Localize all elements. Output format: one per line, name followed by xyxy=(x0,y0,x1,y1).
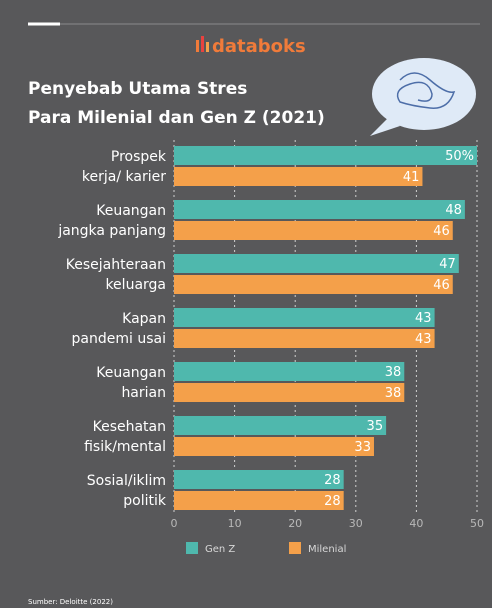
bar xyxy=(174,383,404,402)
value-label: 46 xyxy=(433,224,450,239)
category-label: jangka panjang xyxy=(57,223,166,239)
x-tick-label: 40 xyxy=(409,517,423,530)
category-label: Kapan xyxy=(122,311,166,327)
value-label: 46 xyxy=(433,278,450,293)
category-label: pandemi usai xyxy=(72,331,166,347)
category-label: Keuangan xyxy=(96,365,166,381)
bar xyxy=(174,362,404,381)
category-label: fisik/mental xyxy=(84,439,166,455)
category-label: Sosial/iklim xyxy=(87,473,166,489)
x-tick-label: 30 xyxy=(349,517,363,530)
bar xyxy=(174,200,465,219)
chart: databoks Penyebab Utama Stres Para Milen… xyxy=(0,0,492,608)
bar xyxy=(174,308,435,327)
bar xyxy=(174,275,453,294)
logo: databoks xyxy=(212,36,306,57)
chart-title: Para Milenial dan Gen Z (2021) xyxy=(28,108,325,128)
bar xyxy=(174,491,344,510)
value-label: 41 xyxy=(403,170,420,185)
category-label: Kesehatan xyxy=(93,419,166,435)
bar xyxy=(174,221,453,240)
category-label: harian xyxy=(121,385,166,401)
value-label: 38 xyxy=(385,386,402,401)
category-label: Keuangan xyxy=(96,203,166,219)
x-tick-label: 10 xyxy=(228,517,242,530)
value-label: 28 xyxy=(324,473,341,488)
bar xyxy=(174,146,477,165)
value-label: 43 xyxy=(415,311,432,326)
category-label: kerja/ karier xyxy=(82,169,166,185)
bar xyxy=(174,167,422,186)
legend-label: Milenial xyxy=(308,544,346,555)
category-label: Prospek xyxy=(111,149,167,165)
legend-label: Gen Z xyxy=(205,544,235,555)
value-label: 33 xyxy=(354,440,371,455)
bar xyxy=(174,437,374,456)
value-label: 47 xyxy=(439,257,456,272)
bar xyxy=(174,470,344,489)
value-label: 38 xyxy=(385,365,402,380)
value-label: 50% xyxy=(445,149,474,164)
bar xyxy=(174,254,459,273)
category-label: Kesejahteraan xyxy=(66,257,166,273)
legend-swatch xyxy=(289,542,301,554)
bar xyxy=(174,329,435,348)
value-label: 28 xyxy=(324,494,341,509)
bar xyxy=(174,416,386,435)
x-tick-label: 0 xyxy=(171,517,178,530)
category-label: politik xyxy=(123,493,167,509)
x-tick-label: 20 xyxy=(288,517,302,530)
value-label: 48 xyxy=(445,203,462,218)
source: Sumber: Deloitte (2022) xyxy=(28,598,113,606)
value-label: 35 xyxy=(367,419,384,434)
category-label: keluarga xyxy=(105,277,166,293)
chart-title: Penyebab Utama Stres xyxy=(28,79,247,99)
page: databoks Penyebab Utama Stres Para Milen… xyxy=(0,0,492,608)
x-tick-label: 50 xyxy=(470,517,484,530)
value-label: 43 xyxy=(415,332,432,347)
legend-swatch xyxy=(186,542,198,554)
